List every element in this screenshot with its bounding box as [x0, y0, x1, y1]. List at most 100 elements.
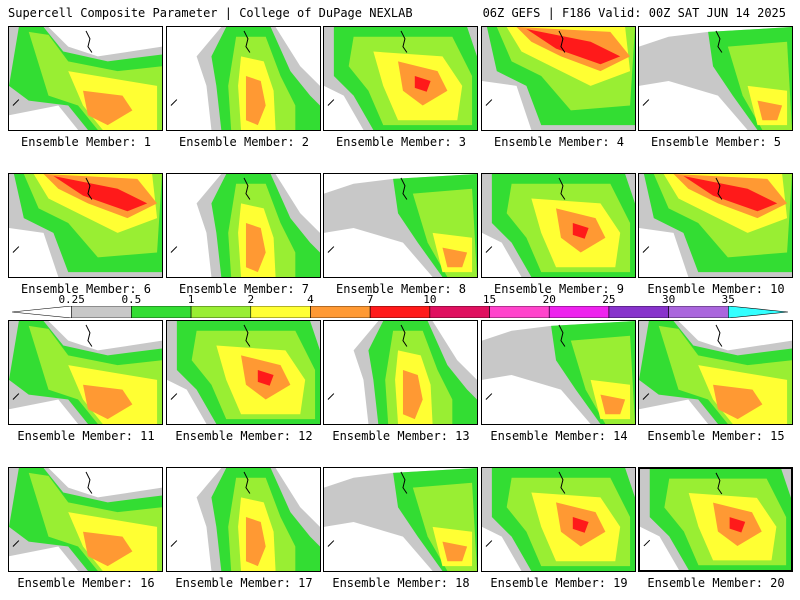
colorbar-tick-label: 10	[423, 293, 437, 306]
ensemble-member-map[interactable]	[323, 26, 478, 131]
ensemble-member-map[interactable]	[323, 173, 478, 278]
coastline	[12, 30, 93, 106]
ensemble-member-map[interactable]	[323, 467, 478, 572]
coastline	[327, 324, 408, 400]
ensemble-member-map[interactable]	[8, 26, 163, 131]
colorbar-tick-label: 30	[661, 293, 676, 306]
ensemble-member-map[interactable]	[481, 320, 636, 425]
scp-contour-field	[482, 27, 635, 130]
scp-contour-field	[9, 27, 162, 130]
ensemble-member-label: Ensemble Member: 18	[332, 576, 470, 590]
colorbar-segment	[728, 306, 788, 318]
colorbar-segment	[250, 306, 311, 318]
colorbar-tick-label: 25	[602, 293, 616, 306]
coastline	[12, 177, 93, 253]
contour-fill	[245, 223, 266, 273]
colorbar-tick-labels: 0.25 0.5 1 2 4 7 10 15 20 25 30 35	[0, 293, 800, 307]
ensemble-member-label: Ensemble Member: 2	[178, 135, 310, 149]
ensemble-member-label: Ensemble Member: 6	[20, 282, 152, 296]
ensemble-member-map[interactable]	[481, 173, 636, 278]
ensemble-member-label: Ensemble Member: 17	[175, 576, 313, 590]
contour-fill	[713, 384, 763, 420]
scp-contour-field	[324, 27, 477, 130]
scp-contour-field	[9, 174, 162, 277]
colorbar-segment	[310, 306, 371, 318]
colorbar-segment	[548, 306, 610, 318]
scp-contour-field	[9, 321, 162, 424]
colorbar-segment	[12, 306, 72, 318]
scp-contour-field	[170, 468, 320, 571]
ensemble-member-label: Ensemble Member: 8	[335, 282, 467, 296]
colorbar-tick-label: 20	[542, 293, 556, 306]
contour-fill	[442, 247, 468, 268]
scp-contour-field	[639, 174, 792, 277]
ensemble-member-label: Ensemble Member: 19	[490, 576, 628, 590]
contour-fill	[572, 517, 589, 533]
ensemble-member-map[interactable]	[8, 467, 163, 572]
contour-fill	[245, 517, 266, 567]
ensemble-member-map[interactable]	[166, 467, 321, 572]
contour-fill	[600, 394, 626, 415]
scp-contour-field	[170, 27, 320, 130]
ensemble-member-map[interactable]	[166, 320, 321, 425]
scp-contour-field	[482, 174, 635, 277]
scp-contour-field	[482, 468, 635, 571]
coastline	[643, 472, 723, 547]
ensemble-member-label: Ensemble Member: 20	[647, 576, 785, 590]
ensemble-member-label: Ensemble Member: 16	[17, 576, 155, 590]
contour-fill	[442, 541, 468, 562]
ensemble-member-label: Ensemble Member: 3	[335, 135, 467, 149]
ensemble-member-map[interactable]	[8, 320, 163, 425]
contour-fill	[757, 100, 783, 121]
colorbar-tick-label: 0.5	[121, 293, 142, 306]
colorbar-segment	[429, 306, 490, 318]
colorbar-segment	[608, 306, 669, 318]
scp-contour-field	[639, 27, 792, 130]
scp-contour-field	[639, 321, 792, 424]
ensemble-member-map[interactable]	[638, 320, 793, 425]
ensemble-member-map[interactable]	[638, 26, 793, 131]
model-run-info: 06Z GEFS | F186 Valid: 00Z SAT JUN 14 20…	[482, 6, 786, 20]
contour-fill	[414, 76, 431, 92]
coastline	[327, 471, 408, 547]
contour-fill	[526, 28, 621, 65]
ensemble-member-map[interactable]	[323, 320, 478, 425]
coastline	[642, 30, 723, 106]
coastline	[642, 324, 723, 400]
colorbar-tick-label: 7	[366, 293, 374, 306]
ensemble-member-map[interactable]	[8, 173, 163, 278]
colorbar-segment	[131, 306, 192, 318]
coastline	[12, 471, 93, 547]
contour-fill	[257, 370, 274, 386]
ensemble-member-label: Ensemble Member: 14	[490, 429, 628, 443]
coastline	[12, 324, 93, 400]
ensemble-member-map[interactable]	[166, 173, 321, 278]
contour-fill	[729, 517, 746, 533]
ensemble-member-label: Ensemble Member: 13	[332, 429, 470, 443]
ensemble-member-map[interactable]	[481, 26, 636, 131]
scp-contour-field	[324, 468, 477, 571]
scp-contour-field	[482, 321, 635, 424]
contour-fill	[53, 175, 148, 212]
scp-contour-field	[327, 321, 477, 424]
colorbar-tick-label: 2	[247, 293, 255, 306]
ensemble-member-label: Ensemble Member: 10	[647, 282, 785, 296]
chart-title: Supercell Composite Parameter | College …	[8, 6, 413, 20]
contour-fill	[683, 175, 778, 212]
scp-contour-field	[9, 468, 162, 571]
ensemble-member-map[interactable]	[481, 467, 636, 572]
colorbar-tick-label: 1	[187, 293, 195, 306]
ensemble-member-map[interactable]	[638, 173, 793, 278]
coastline	[485, 30, 566, 106]
coastline	[642, 177, 723, 253]
coastline	[170, 177, 251, 253]
coastline	[170, 471, 251, 547]
contour-fill	[83, 531, 133, 567]
coastline	[485, 177, 566, 253]
colorbar-segment	[489, 306, 550, 318]
ensemble-member-label: Ensemble Member: 7	[178, 282, 310, 296]
ensemble-member-map[interactable]	[166, 26, 321, 131]
contour-fill	[83, 90, 133, 126]
ensemble-member-map[interactable]	[638, 467, 793, 572]
ensemble-member-label: Ensemble Member: 15	[647, 429, 785, 443]
